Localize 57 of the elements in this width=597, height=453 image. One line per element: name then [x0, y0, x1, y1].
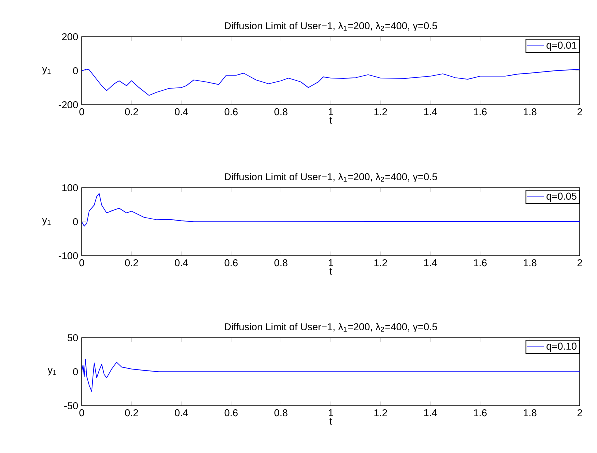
- x-tick-label: 0.8: [274, 108, 288, 116]
- x-tick-label: 1.4: [424, 410, 438, 416]
- x-tick-label: 0.8: [274, 410, 288, 417]
- x-tick-label: 2: [578, 260, 582, 266]
- x-tick-label: 1.8: [524, 410, 537, 417]
- x-tick-label: 1.6: [474, 260, 487, 267]
- x-axis-title: t: [330, 268, 332, 275]
- y-axis-title: y$_{1}$: [42, 67, 51, 75]
- y-axis-title: y$_{1}$: [48, 368, 56, 376]
- x-tick-label: 0.8: [274, 260, 288, 267]
- x-tick-label: 1.6: [474, 410, 487, 417]
- line-series: [82, 69, 580, 96]
- chart-title: Diffusion Limit of User−1, λ$_{1}$=200, λ$_{2}$=400, γ=0.5: [225, 173, 438, 182]
- x-tick-label: 1.2: [374, 410, 388, 416]
- line-series: [82, 193, 580, 227]
- x-tick-label: 0.6: [224, 108, 238, 116]
- x-tick-label: 0.2: [125, 260, 138, 267]
- legend-label: q=0.01: [546, 42, 577, 51]
- x-tick-label: 0: [80, 108, 84, 116]
- x-axis-title: t: [330, 418, 332, 425]
- x-tick-label: 0.4: [175, 260, 188, 267]
- x-tick-label: 1.6: [474, 108, 487, 116]
- x-tick-label: 1: [329, 410, 334, 416]
- x-tick-label: 0.6: [224, 260, 238, 267]
- x-tick-label: 1.2: [374, 108, 388, 116]
- x-tick-label: 0.4: [175, 108, 188, 116]
- chart-title: Diffusion Limit of User−1, λ$_{1}$=200, λ$_{2}$=400, γ=0.5: [225, 323, 438, 332]
- x-tick-label: 0.4: [175, 410, 188, 417]
- y-tick-label: -100: [58, 252, 78, 260]
- x-tick-label: 1: [329, 260, 334, 266]
- y-tick-label: 0: [73, 67, 78, 75]
- x-tick-label: 0.2: [125, 108, 138, 116]
- legend-label: q=0.10: [546, 342, 577, 352]
- x-tick-label: 0.2: [125, 410, 138, 417]
- x-tick-label: 1.2: [374, 260, 388, 266]
- x-tick-label: 0: [80, 260, 84, 267]
- x-tick-label: 1.8: [524, 260, 537, 267]
- y-tick-label: 0: [73, 218, 78, 226]
- x-tick-label: 1.4: [424, 108, 438, 116]
- y-tick-label: 50: [68, 334, 78, 342]
- chart-title: Diffusion Limit of User−1, λ$_{1}$=200, λ$_{2}$=400, γ=0.5: [225, 22, 438, 32]
- y-tick-label: 100: [62, 184, 78, 192]
- legend-label: q=0.05: [546, 192, 577, 202]
- x-tick-label: 1: [329, 108, 334, 116]
- y-tick-label: 200: [62, 33, 78, 41]
- y-axis-title: y$_{1}$: [42, 218, 51, 226]
- x-tick-label: 1.8: [524, 108, 537, 116]
- y-tick-label: -200: [58, 101, 78, 109]
- x-axis-title: t: [330, 117, 332, 124]
- x-tick-label: 2: [578, 108, 582, 116]
- y-tick-label: 0: [73, 368, 78, 376]
- x-tick-label: 2: [578, 410, 582, 416]
- x-tick-label: 0.6: [224, 410, 238, 417]
- y-tick-label: -50: [64, 402, 78, 410]
- line-series: [82, 359, 580, 392]
- x-tick-label: 1.4: [424, 260, 438, 266]
- x-tick-label: 0: [80, 410, 84, 417]
